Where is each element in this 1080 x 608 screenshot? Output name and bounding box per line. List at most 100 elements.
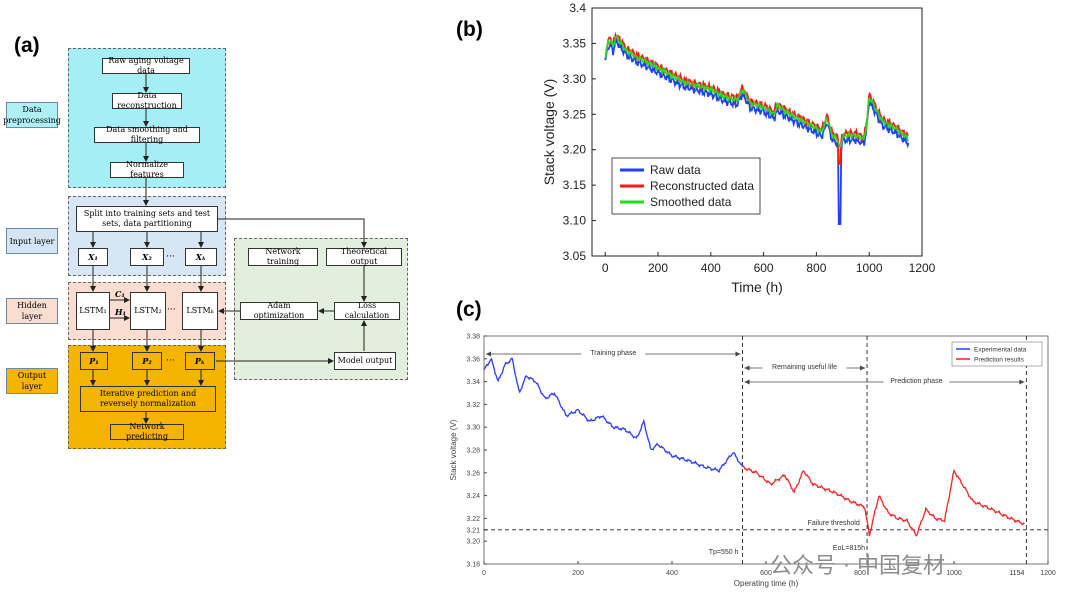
- chart-c-ytick-label: 3.28: [466, 448, 480, 455]
- chart-c-ytick-label: 3.36: [466, 356, 480, 363]
- chart-c-legend: [951, 341, 1043, 367]
- chart-b-ylabel: Stack voltage (V): [541, 79, 557, 186]
- chart-c-ylabel: Stack voltage (V): [449, 419, 458, 480]
- network-predicting-box: Network predicting: [110, 422, 184, 441]
- chart-c-xtick-label: 800: [854, 570, 866, 577]
- chart-c-series-experimental-data: [483, 357, 744, 473]
- chart-c-legend-label: Prediction results: [974, 357, 1025, 364]
- chart-c-prediction-arrow-head-left: [744, 379, 750, 385]
- chart-c-prediction-arrow-head-right: [1019, 379, 1025, 385]
- panel-b-label: (b): [456, 18, 483, 41]
- iterative-prediction-box: Iterative prediction and reversely norma…: [80, 386, 216, 412]
- chart-c-ytick-label: 3.26: [466, 470, 480, 477]
- chart-c-ytick-label: 3.38: [466, 334, 480, 341]
- chart-b-ytick-label: 3.05: [563, 249, 587, 263]
- chart-c-training-phase-label: Training phase: [590, 350, 636, 357]
- chart-b-ytick-label: 3.35: [563, 36, 587, 50]
- input-ellipsis: ···: [166, 252, 175, 262]
- chart-c-label-bg: [581, 346, 646, 356]
- chart-c-ytick-label: 3.34: [466, 379, 480, 386]
- chart-b: 0 200 400 600 800 1000 1200 3.05 3.10 3.15 3.20 3.2…: [541, 1, 936, 295]
- chart-b-xtick-label: 400: [701, 261, 721, 275]
- chart-c-xlabel: Operating time (h): [734, 579, 799, 588]
- chart-b-ytick-label: 3.30: [563, 72, 587, 86]
- theoretical-output-box: Theoretical output: [326, 247, 402, 266]
- chart-c-eol-label: EoL=815h: [833, 545, 865, 552]
- model-output-box: Model output: [334, 352, 396, 370]
- network-training-box: Network training: [248, 247, 318, 266]
- chart-c-ytick-label: 3.21: [466, 527, 480, 534]
- chart-c-series-prediction-results: [742, 465, 1025, 537]
- input-x1: X₁: [78, 248, 108, 266]
- chart-c-rul-arrow-head-right: [860, 365, 866, 371]
- panel-c-label: (c): [456, 298, 482, 321]
- side-label-data-preprocessing: Data preprocessing: [3, 102, 61, 128]
- data-reconstruction-box: Data reconstruction: [112, 91, 182, 110]
- lstm-k: LSTMₖ: [182, 292, 218, 330]
- side-label-hidden-layer: Hidden layer: [6, 298, 58, 324]
- chart-b-xtick-label: 200: [648, 261, 668, 275]
- chart-c-ytick-label: 3.30: [466, 425, 480, 432]
- cell-state-label: C₁: [115, 289, 125, 299]
- chart-b-ytick-label: 3.20: [563, 143, 587, 157]
- chart-c-ytick-label: 3.32: [466, 402, 480, 409]
- watermark: 公众号 · 中国复材: [770, 554, 945, 579]
- chart-c-xtick-label: 200: [572, 570, 584, 577]
- chart-b-xtick-label: 1200: [909, 261, 936, 275]
- lstm-ellipsis: ···: [167, 305, 176, 315]
- output-pk: Pₖ: [185, 352, 215, 370]
- chart-c: 0 200 400 600 800 1000 1200 3.18 3.20 3.21 3.22 3.2…: [449, 334, 1056, 589]
- chart-b-legend-label: Raw data: [650, 163, 701, 177]
- chart-b-xlabel: Time (h): [731, 279, 783, 295]
- side-label-output-layer: Output layer: [6, 368, 58, 394]
- chart-c-training-arrow-head-right: [735, 351, 741, 357]
- chart-b-xtick-label: 600: [754, 261, 774, 275]
- hidden-state-label: H₁: [115, 307, 127, 317]
- chart-c-ytick-label: 3.22: [466, 516, 480, 523]
- output-p2: P₂: [132, 352, 162, 370]
- output-p1: P₁: [80, 352, 108, 370]
- chart-b-legend-label: Smoothed data: [650, 195, 732, 209]
- raw-aging-voltage-box: Raw aging voltage data: [102, 56, 190, 75]
- chart-c-xtick-label: 1200: [1040, 570, 1056, 577]
- chart-c-xtick-label: 600: [760, 570, 772, 577]
- chart-c-rul-arrow-head-left: [744, 365, 750, 371]
- input-x2: X₂: [130, 248, 164, 266]
- split-box: Split into training sets and test sets, …: [76, 206, 218, 232]
- chart-b-ytick-label: 3.4: [569, 1, 586, 15]
- chart-b-ytick-label: 3.10: [563, 214, 587, 228]
- chart-c-failure-threshold-label: Failure threshold: [808, 520, 860, 527]
- chart-c-xtick-label: 400: [666, 570, 678, 577]
- input-xk: Xₖ: [185, 248, 217, 266]
- chart-b-plot-area: [591, 7, 923, 257]
- chart-c-end-label: 1154: [1009, 570, 1024, 577]
- chart-b-legend-label: Reconstructed data: [650, 179, 754, 193]
- chart-b-series-smoothed-data: [604, 34, 910, 148]
- chart-c-label-bg: [883, 374, 950, 384]
- chart-c-ytick-label: 3.24: [466, 493, 480, 500]
- lstm-2: LSTM₂: [130, 292, 166, 330]
- chart-c-rul-label: Remaining useful life: [772, 364, 837, 371]
- chart-b-xtick-label: 1000: [856, 261, 883, 275]
- adam-optimization-box: Adam optimization: [240, 301, 318, 320]
- chart-c-label-bg: [762, 360, 847, 370]
- chart-c-legend-label: Experimental data: [974, 347, 1027, 354]
- chart-b-ytick-label: 3.25: [563, 107, 587, 121]
- output-ellipsis: ···: [166, 356, 175, 366]
- chart-c-ytick-label: 3.20: [466, 539, 480, 546]
- chart-b-ytick-label: 3.15: [563, 178, 587, 192]
- chart-c-xtick-label: 0: [482, 570, 486, 577]
- lstm-1: LSTM₁: [76, 292, 110, 330]
- data-smoothing-box: Data smoothing and filtering: [94, 125, 200, 144]
- side-label-input-layer: Input layer: [6, 228, 58, 254]
- chart-b-xtick-label: 0: [602, 261, 609, 275]
- chart-c-tp-label: Tp=550 h: [709, 549, 739, 556]
- loss-calculation-box: Loss calculation: [334, 301, 400, 320]
- chart-b-xtick-label: 800: [806, 261, 826, 275]
- chart-c-training-arrow-head-left: [486, 351, 491, 357]
- normalize-features-box: Normalize features: [110, 160, 184, 179]
- panel-a-label: (a): [14, 34, 40, 57]
- chart-c-ytick-label: 3.18: [466, 562, 480, 569]
- chart-c-xtick-label: 1000: [946, 570, 962, 577]
- chart-c-prediction-phase-label: Prediction phase: [890, 378, 942, 385]
